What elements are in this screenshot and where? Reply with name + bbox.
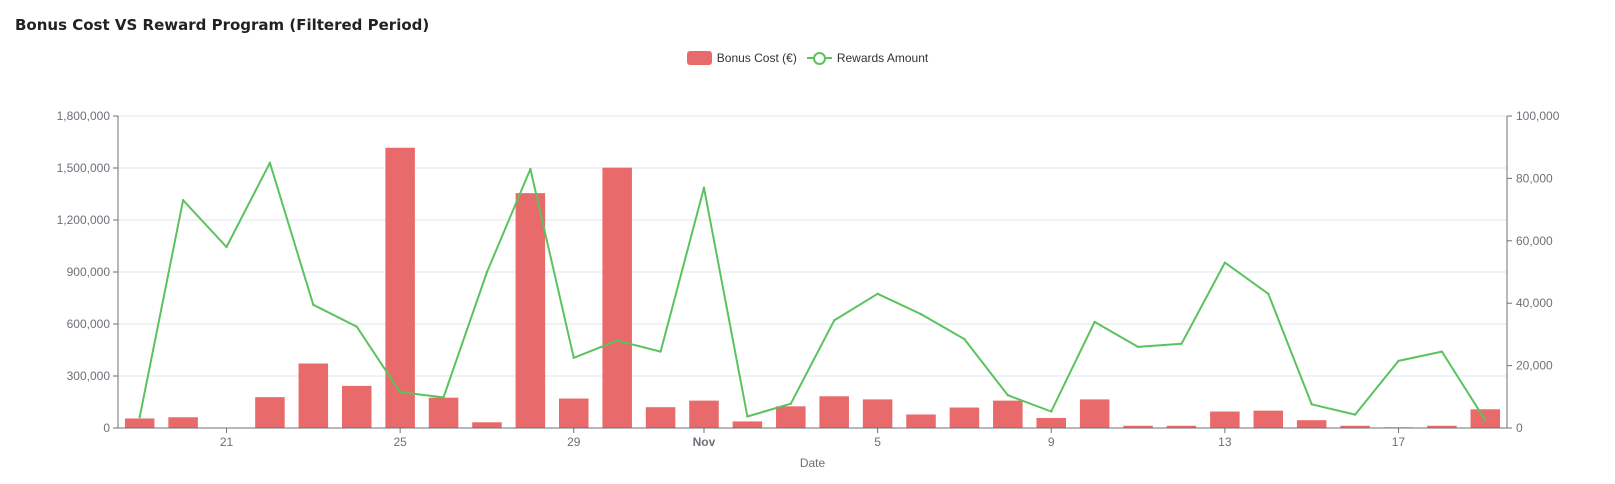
chart-title: Bonus Cost VS Reward Program (Filtered P… [15, 16, 430, 34]
line-point [1310, 403, 1313, 406]
line-point [355, 325, 358, 328]
axes [113, 115, 1512, 433]
line-point [963, 337, 966, 341]
bar [515, 193, 546, 428]
bar [862, 399, 893, 428]
x-tick-label: 13 [1218, 435, 1232, 449]
x-axis-title: Date [800, 456, 826, 470]
y-left-tick-label: 1,200,000 [57, 213, 111, 227]
y-left-tick-label: 300,000 [67, 369, 111, 383]
legend-item-bonus-cost[interactable]: Bonus Cost (€) [686, 51, 797, 65]
line-point [1050, 410, 1053, 413]
line-point [615, 339, 619, 342]
bar [255, 397, 285, 428]
line-point [876, 292, 879, 296]
legend-item-rewards-amount[interactable]: Rewards Amount [806, 51, 929, 65]
bar [298, 363, 329, 428]
bar [906, 414, 936, 428]
bar [776, 406, 806, 428]
bar [949, 407, 980, 428]
y-right-tick-label: 60,000 [1516, 234, 1553, 248]
x-tick-label: 25 [393, 435, 407, 449]
x-tick-label: Nov [693, 435, 716, 449]
x-tick-label: 5 [874, 435, 881, 449]
line-point [1267, 292, 1270, 296]
bar [1210, 411, 1240, 428]
line-point [181, 199, 185, 202]
bar [428, 397, 459, 428]
y-right-tick-label: 0 [1516, 421, 1523, 435]
bar [1296, 420, 1327, 428]
line-point [398, 390, 402, 394]
line-point [1093, 320, 1096, 324]
line-point [1440, 350, 1444, 353]
rewards-line [138, 161, 1487, 421]
bar [1079, 399, 1110, 428]
line-point [1180, 342, 1183, 345]
legend: Bonus Cost (€) Rewards Amount [0, 51, 1615, 65]
bar [559, 398, 589, 428]
y-left-tick-label: 1,500,000 [57, 161, 111, 175]
line-point [1397, 359, 1400, 363]
grid-lines [118, 115, 1507, 377]
bar [385, 147, 415, 428]
line-point [138, 415, 141, 419]
line-point [268, 161, 272, 164]
line-point [572, 356, 575, 359]
bar [472, 422, 502, 428]
bar [1253, 410, 1284, 428]
line-point [1006, 394, 1010, 397]
line-point [225, 245, 228, 249]
x-tick-label: 29 [567, 435, 581, 449]
line-point [746, 415, 749, 418]
line-point [1484, 419, 1487, 422]
bar-series [124, 147, 1501, 429]
y-right-tick-label: 40,000 [1516, 296, 1553, 310]
line-point [919, 312, 923, 316]
x-tick-label: 21 [220, 435, 234, 449]
bar [602, 167, 632, 429]
legend-label-bonus-cost: Bonus Cost (€) [716, 51, 797, 65]
bar [168, 417, 198, 428]
bar [819, 396, 849, 428]
line-point [833, 319, 836, 322]
line-point [529, 167, 532, 171]
legend-label-rewards-amount: Rewards Amount [836, 51, 929, 65]
y-right-tick-label: 20,000 [1516, 359, 1553, 373]
y-left-tick-label: 1,800,000 [57, 109, 111, 123]
x-tick-label: 17 [1392, 435, 1406, 449]
line-point [789, 402, 792, 405]
y-right-tick-label: 100,000 [1516, 109, 1560, 123]
y-left-tick-label: 0 [103, 421, 110, 435]
tick-labels: 0 300,000 600,000 900,000 1,200,000 1,500,000… [57, 109, 1560, 449]
y-left-tick-label: 900,000 [67, 265, 111, 279]
line-point [485, 270, 489, 274]
line-point [442, 396, 445, 399]
line-point [312, 303, 315, 306]
bar [1340, 425, 1370, 428]
line-point [659, 350, 662, 353]
x-tick-label: 9 [1048, 435, 1055, 449]
line-series [138, 161, 1487, 422]
line-point [1353, 413, 1357, 416]
bar [1427, 425, 1457, 428]
line-point [702, 186, 706, 189]
bar [689, 400, 719, 428]
bar [732, 421, 763, 428]
line-point [1136, 345, 1140, 349]
bar [1123, 425, 1153, 428]
bar [124, 418, 155, 428]
bar [645, 407, 676, 428]
bar [993, 400, 1023, 428]
bar [1036, 417, 1066, 428]
y-left-tick-label: 600,000 [67, 317, 111, 331]
line-point [1223, 261, 1227, 264]
bar [341, 385, 372, 428]
legend-bar-swatch-icon [686, 51, 712, 65]
bar [1166, 425, 1197, 428]
legend-line-swatch-icon [806, 51, 832, 65]
y-right-tick-label: 80,000 [1516, 171, 1553, 185]
